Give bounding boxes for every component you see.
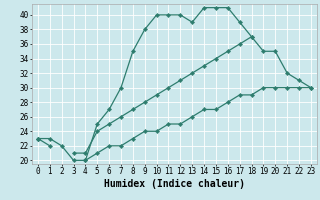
X-axis label: Humidex (Indice chaleur): Humidex (Indice chaleur) — [104, 179, 245, 189]
